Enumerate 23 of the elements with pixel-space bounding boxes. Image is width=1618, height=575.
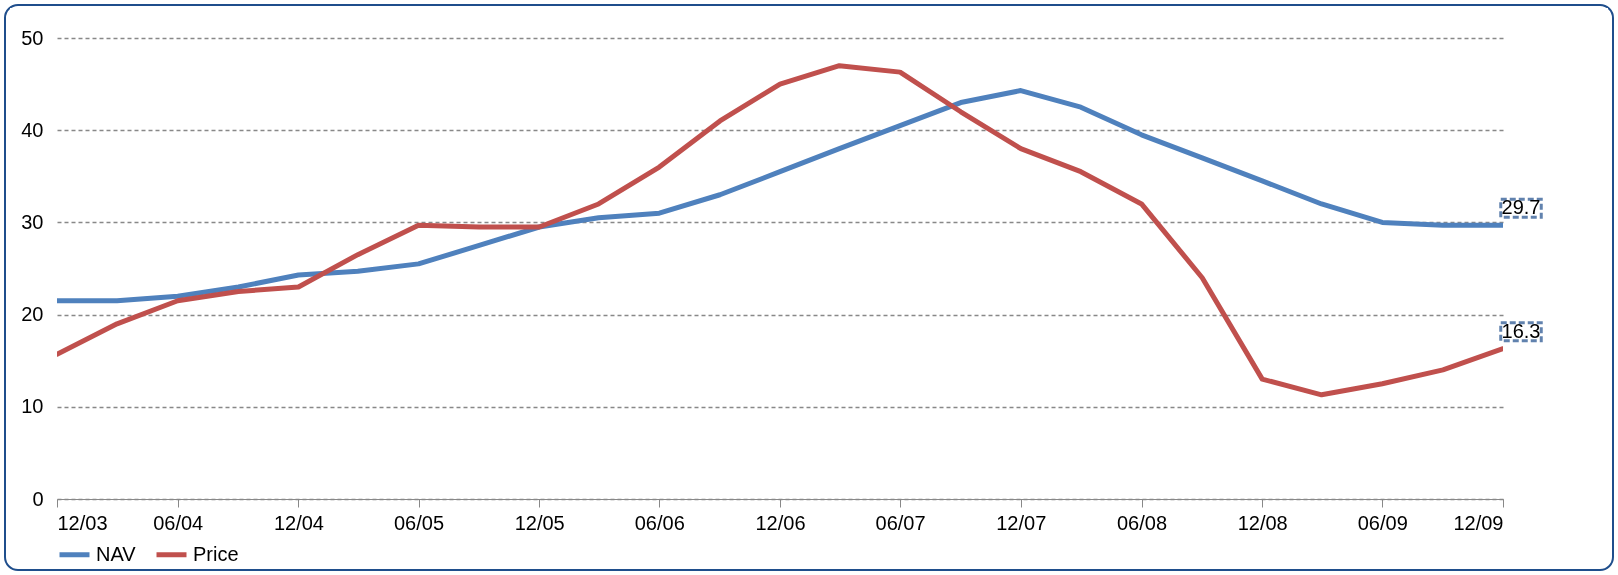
legend-label: NAV — [96, 542, 137, 565]
x-tick-label: 12/06 — [755, 511, 806, 534]
y-tick-label: 20 — [21, 303, 44, 326]
x-tick-label: 12/08 — [1237, 511, 1288, 534]
x-tick-label: 12/07 — [996, 511, 1047, 534]
x-tick-label: 12/05 — [514, 511, 565, 534]
annotation: 16.3 — [1501, 319, 1541, 342]
y-tick-label: 0 — [32, 487, 44, 510]
x-tick-label: 06/06 — [634, 511, 685, 534]
y-tick-label: 30 — [21, 210, 44, 233]
x-tick-label: 12/03 — [57, 511, 108, 534]
annotation: 29.7 — [1501, 196, 1541, 219]
x-tick-label: 06/09 — [1357, 511, 1408, 534]
y-tick-label: 40 — [21, 118, 44, 141]
x-tick-label: 06/04 — [153, 511, 204, 534]
x-tick-label: 12/09 — [1453, 511, 1504, 534]
legend-label: Price — [193, 542, 239, 565]
x-tick-label: 12/04 — [273, 511, 324, 534]
y-tick-label: 10 — [21, 395, 44, 418]
y-tick-label: 50 — [21, 26, 44, 49]
x-tick-label: 06/05 — [393, 511, 445, 534]
x-tick-label: 06/07 — [875, 511, 926, 534]
x-tick-label: 06/08 — [1116, 511, 1168, 534]
